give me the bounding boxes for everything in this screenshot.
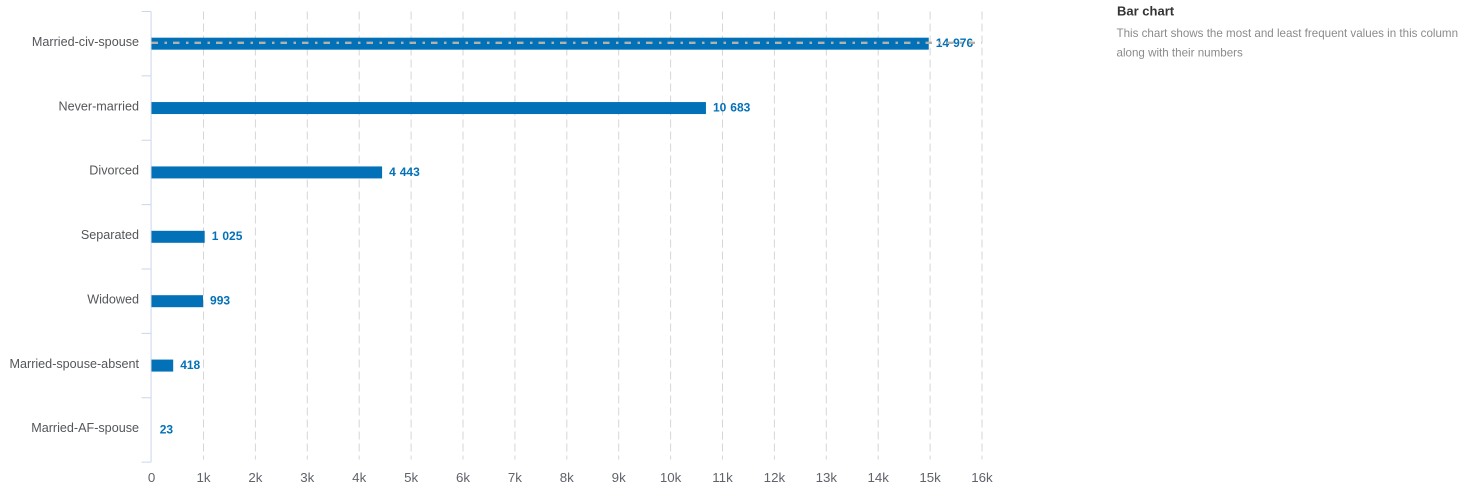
svg-text:9k: 9k [612,470,626,485]
svg-text:14k: 14k [867,470,889,485]
svg-text:11k: 11k [712,470,733,485]
svg-text:1k: 1k [196,470,210,485]
svg-text:16k: 16k [971,470,993,485]
svg-text:Married-spouse-absent: Married-spouse-absent [10,357,140,371]
svg-text:Divorced: Divorced [89,164,139,178]
svg-text:Separated: Separated [81,228,139,242]
svg-text:Widowed: Widowed [87,292,139,306]
svg-text:8k: 8k [560,470,574,485]
svg-text:10 683: 10 683 [713,100,751,114]
svg-text:This chart shows the most and: This chart shows the most and least freq… [1117,27,1459,40]
svg-text:15k: 15k [919,470,941,485]
svg-text:23: 23 [160,422,174,436]
svg-text:6k: 6k [456,470,470,485]
svg-text:along with their numbers: along with their numbers [1117,47,1244,60]
svg-text:4 443: 4 443 [389,165,420,179]
svg-text:12k: 12k [764,470,786,485]
svg-text:7k: 7k [508,470,522,485]
svg-text:Never-married: Never-married [59,99,139,113]
svg-text:13k: 13k [816,470,838,485]
svg-text:10k: 10k [660,470,682,485]
svg-text:Married-civ-spouse: Married-civ-spouse [32,35,139,49]
svg-text:5k: 5k [404,470,418,485]
svg-text:0: 0 [148,470,155,485]
svg-text:3k: 3k [300,470,314,485]
svg-text:Married-AF-spouse: Married-AF-spouse [31,421,139,435]
svg-text:4k: 4k [352,470,366,485]
svg-text:1 025: 1 025 [212,229,243,243]
svg-text:2k: 2k [248,470,262,485]
svg-text:993: 993 [210,294,230,308]
svg-text:14 976: 14 976 [936,36,974,50]
svg-text:Bar chart: Bar chart [1117,4,1175,19]
svg-text:418: 418 [180,358,200,372]
